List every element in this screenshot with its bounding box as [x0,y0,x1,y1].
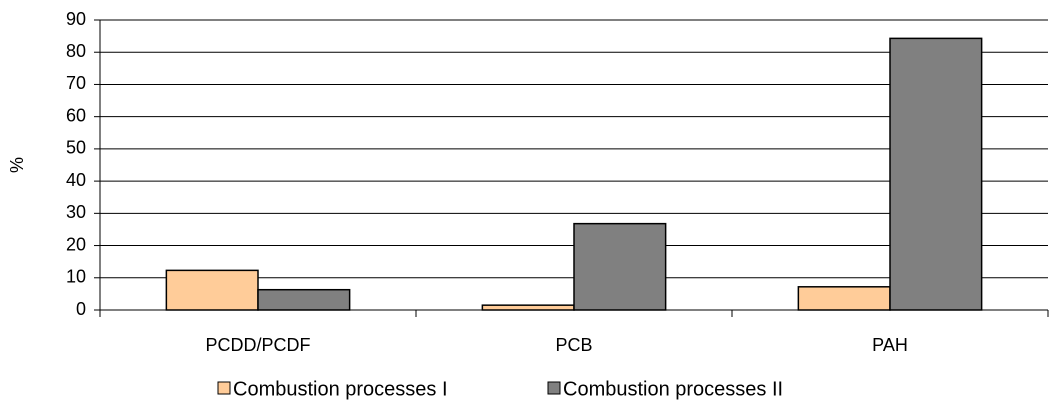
bar [257,288,351,311]
bar [889,37,983,311]
y-tick-label: 40 [66,170,86,190]
x-tick-label: PAH [872,335,908,355]
bar [797,286,891,311]
y-tick-label: 60 [66,105,86,125]
bar [165,269,259,311]
y-axis-label: % [7,157,27,173]
y-tick-label: 80 [66,41,86,61]
x-tick-label: PCDD/PCDF [205,335,310,355]
y-tick-label: 20 [66,234,86,254]
bar [573,222,667,311]
y-tick-label: 30 [66,202,86,222]
y-tick-label: 0 [76,299,86,319]
y-tick-label: 10 [66,267,86,287]
legend-swatch [547,381,561,395]
legend-label: Combustion processes II [563,378,783,400]
y-tick-label: 50 [66,138,86,158]
y-tick-label: 70 [66,73,86,93]
y-tick-label: 90 [66,9,86,29]
bar [481,304,575,311]
x-tick-label: PCB [555,335,592,355]
legend-swatch [217,381,231,395]
legend-label: Combustion processes I [233,378,448,400]
